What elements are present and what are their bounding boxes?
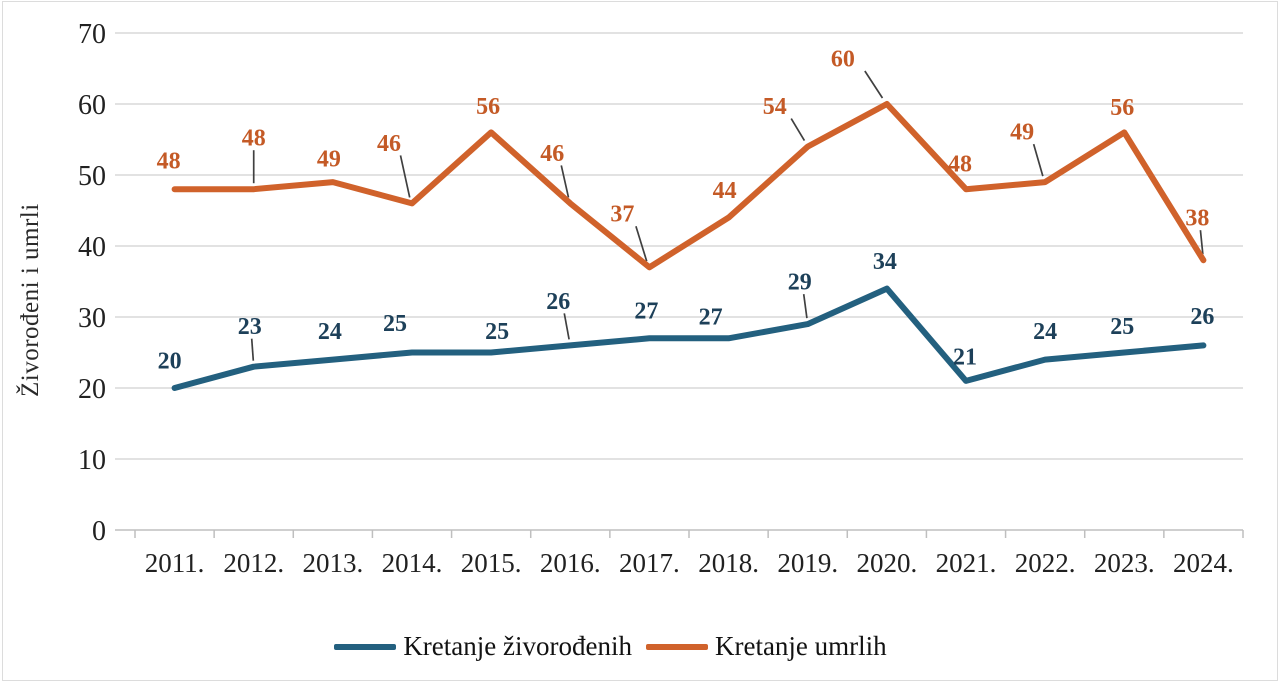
y-tick-label-50: 50 — [78, 161, 106, 192]
data-label-leader — [399, 155, 411, 198]
data-label: 25 — [1110, 314, 1134, 340]
data-label: 25 — [485, 319, 509, 345]
data-label-leader — [560, 165, 570, 198]
data-label-leader — [635, 226, 648, 262]
data-label-leader — [563, 313, 570, 340]
legend-swatch-umrli — [645, 643, 708, 650]
x-tick-label-2017: 2017. — [619, 548, 680, 578]
x-tick-label-2024: 2024. — [1173, 548, 1234, 578]
data-label: 44 — [713, 178, 737, 204]
data-label-leader — [250, 338, 255, 361]
data-label-leader — [1199, 230, 1204, 255]
legend-label-zivorodjeni: Kretanje živorođenih — [403, 631, 632, 661]
data-label-leader — [802, 293, 808, 319]
y-tick-label-10: 10 — [78, 445, 106, 476]
legend-item-umrli: Kretanje umrlih — [645, 631, 887, 661]
legend-label-umrli: Kretanje umrlih — [714, 631, 887, 661]
data-label: 46 — [540, 141, 564, 167]
y-tick-label-30: 30 — [78, 303, 106, 334]
x-tick-label-2011: 2011. — [145, 548, 205, 578]
data-label: 49 — [1010, 120, 1034, 146]
data-label: 48 — [242, 126, 266, 152]
series-line-zivorodjeni — [171, 285, 1207, 391]
data-label: 48 — [157, 149, 181, 175]
data-label: 26 — [1190, 304, 1214, 330]
y-axis-title: Živorođeni i umrli — [17, 203, 44, 397]
x-tick-label-2019: 2019. — [777, 548, 838, 578]
data-label: 56 — [476, 94, 500, 120]
data-label: 23 — [238, 314, 262, 340]
y-tick-label-70: 70 — [78, 19, 106, 50]
data-label: 24 — [1033, 319, 1057, 345]
x-tick-label-2013: 2013. — [302, 548, 363, 578]
data-label: 56 — [1110, 95, 1134, 121]
data-label: 27 — [699, 305, 723, 331]
data-label: 37 — [610, 202, 634, 228]
data-label: 29 — [788, 270, 812, 296]
y-tick-label-20: 20 — [78, 374, 106, 405]
x-tick-label-2021: 2021. — [936, 548, 997, 578]
data-label: 48 — [948, 152, 972, 178]
data-label-leader — [1032, 143, 1044, 177]
x-tick-label-2023: 2023. — [1094, 548, 1155, 578]
data-label: 20 — [158, 348, 182, 374]
data-label: 38 — [1185, 206, 1209, 232]
x-tick-label-2012: 2012. — [223, 548, 284, 578]
y-tick-label-0: 0 — [92, 516, 106, 547]
x-tick-label-2015: 2015. — [461, 548, 522, 578]
data-label-leader — [790, 118, 806, 142]
legend-swatch-zivorodjeni — [334, 643, 397, 650]
x-tick-label-2014: 2014. — [382, 548, 443, 578]
y-tick-label-60: 60 — [78, 90, 106, 121]
data-label: 24 — [318, 319, 342, 345]
data-label: 54 — [763, 94, 787, 120]
series-line-umrli — [171, 101, 1207, 271]
data-label: 49 — [317, 147, 341, 173]
x-tick-label-2018: 2018. — [698, 548, 759, 578]
data-label: 26 — [546, 289, 570, 315]
x-tick-label-2020: 2020. — [856, 548, 917, 578]
data-label: 27 — [634, 299, 658, 325]
legend-item-zivorodjeni: Kretanje živorođenih — [334, 633, 632, 660]
data-label: 46 — [377, 131, 401, 157]
data-label: 60 — [831, 46, 855, 72]
data-label-leader — [864, 70, 884, 99]
data-label: 21 — [953, 344, 977, 370]
chart-legend: Kretanje živorođenih Kretanje umrlih — [0, 633, 1251, 660]
data-label: 34 — [873, 249, 897, 275]
y-tick-label-40: 40 — [78, 232, 106, 263]
x-tick-label-2016: 2016. — [540, 548, 601, 578]
data-label: 25 — [383, 311, 407, 337]
x-tick-label-2022: 2022. — [1015, 548, 1076, 578]
